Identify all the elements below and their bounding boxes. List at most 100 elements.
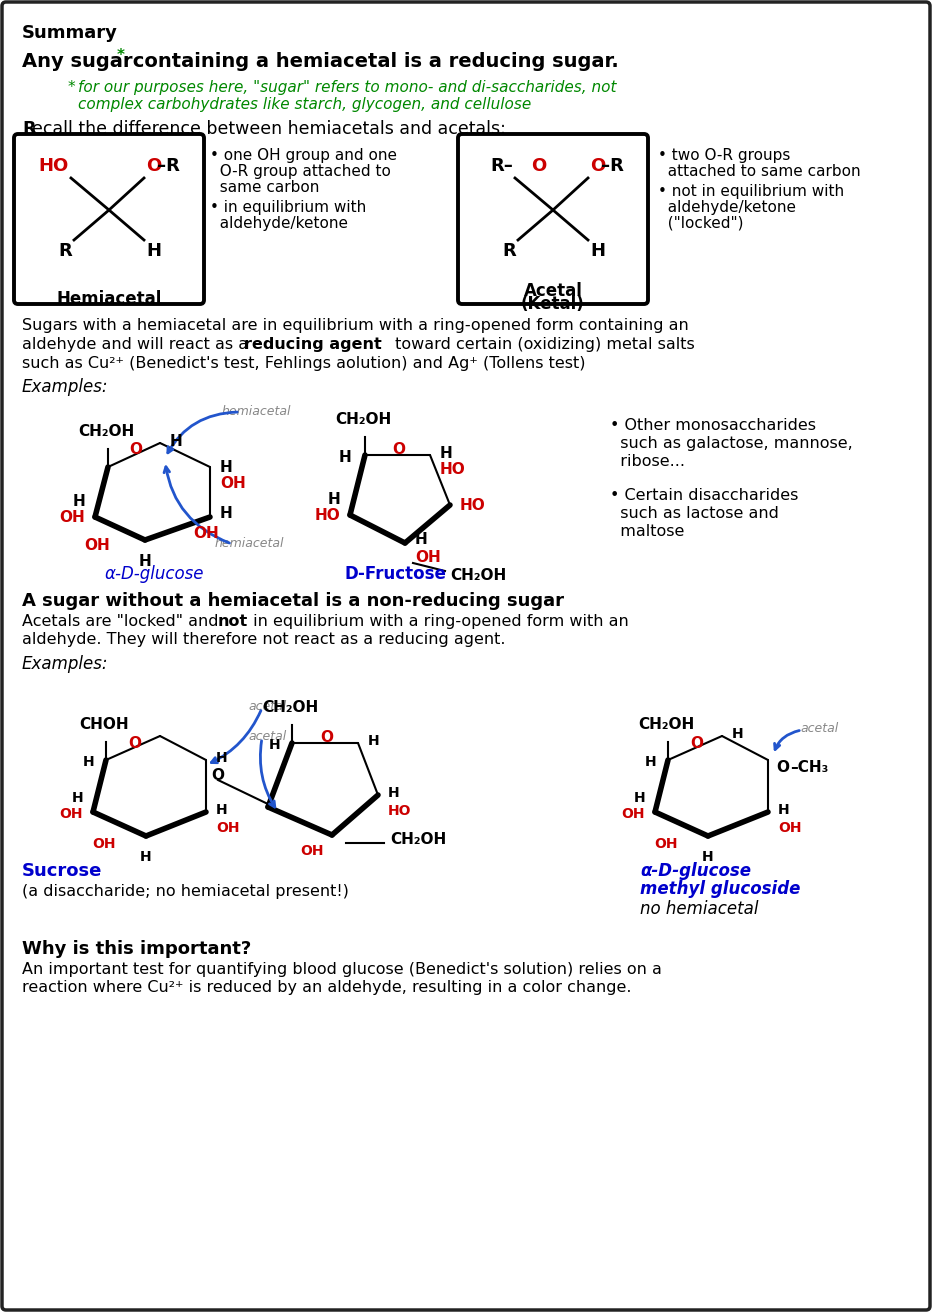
Text: H: H — [644, 754, 656, 769]
Text: for our purposes here, "sugar" refers to mono- and di-saccharides, not: for our purposes here, "sugar" refers to… — [78, 80, 616, 94]
Text: H: H — [732, 727, 744, 741]
Text: H: H — [82, 754, 94, 769]
Text: –CH₃: –CH₃ — [790, 761, 829, 775]
Text: no hemiacetal: no hemiacetal — [640, 900, 759, 918]
Text: CH₂OH: CH₂OH — [335, 412, 391, 426]
Text: Sucrose: Sucrose — [22, 862, 103, 880]
Text: OH: OH — [60, 509, 85, 525]
Text: (Ketal): (Ketal) — [521, 295, 585, 314]
Text: O-R group attached to: O-R group attached to — [210, 164, 391, 178]
Text: Hemiacetal: Hemiacetal — [56, 290, 161, 308]
Text: R–: R– — [490, 157, 513, 174]
Text: H: H — [268, 737, 280, 752]
Text: complex carbohydrates like starch, glycogen, and cellulose: complex carbohydrates like starch, glyco… — [78, 97, 531, 112]
Text: α-D-glucose: α-D-glucose — [105, 565, 204, 583]
Text: Acetals are "locked" and: Acetals are "locked" and — [22, 614, 224, 628]
Text: OH: OH — [84, 538, 110, 552]
FancyBboxPatch shape — [2, 3, 930, 1309]
Text: HO: HO — [388, 804, 412, 817]
Text: *: * — [68, 80, 75, 94]
Text: aldehyde/ketone: aldehyde/ketone — [210, 216, 348, 231]
Text: OH: OH — [300, 844, 324, 858]
Text: • in equilibrium with: • in equilibrium with — [210, 199, 366, 215]
Text: containing a hemiacetal is a reducing sugar.: containing a hemiacetal is a reducing su… — [126, 52, 619, 71]
Text: OH: OH — [92, 837, 116, 851]
Text: H: H — [778, 803, 789, 817]
Text: H: H — [216, 803, 227, 817]
Text: H: H — [590, 241, 605, 260]
Text: Why is this important?: Why is this important? — [22, 939, 252, 958]
Text: such as galactose, mannose,: such as galactose, mannose, — [610, 436, 853, 451]
Text: methyl glucoside: methyl glucoside — [640, 880, 801, 897]
Text: ecall the difference between hemiacetals and acetals:: ecall the difference between hemiacetals… — [32, 119, 506, 138]
FancyBboxPatch shape — [458, 134, 648, 304]
Text: reaction where Cu²⁺ is reduced by an aldehyde, resulting in a color change.: reaction where Cu²⁺ is reduced by an ald… — [22, 980, 632, 994]
Text: such as Cu²⁺ (Benedict's test, Fehlings aolution) and Ag⁺ (Tollens test): such as Cu²⁺ (Benedict's test, Fehlings … — [22, 356, 585, 371]
Text: aldehyde/ketone: aldehyde/ketone — [658, 199, 796, 215]
Text: O: O — [146, 157, 161, 174]
Text: CHOH: CHOH — [79, 716, 129, 732]
Text: An important test for quantifying blood glucose (Benedict's solution) relies on : An important test for quantifying blood … — [22, 962, 662, 977]
Text: CH₂OH: CH₂OH — [78, 424, 134, 440]
Text: H: H — [368, 733, 379, 748]
Text: attached to same carbon: attached to same carbon — [658, 164, 860, 178]
Text: OH: OH — [622, 807, 645, 821]
Text: D-Fructose: D-Fructose — [344, 565, 445, 583]
Text: H: H — [415, 531, 428, 547]
Text: H: H — [146, 241, 161, 260]
Text: • one OH group and one: • one OH group and one — [210, 148, 397, 163]
Text: O: O — [531, 157, 546, 174]
Text: such as lactose and: such as lactose and — [610, 506, 779, 521]
Text: Examples:: Examples: — [22, 655, 108, 673]
Text: toward certain (oxidizing) metal salts: toward certain (oxidizing) metal salts — [390, 337, 694, 352]
Text: ("locked"): ("locked") — [658, 216, 744, 231]
Text: Any sugar: Any sugar — [22, 52, 132, 71]
Text: OH: OH — [216, 821, 240, 834]
Text: H: H — [702, 850, 714, 865]
Text: CH₂OH: CH₂OH — [262, 701, 318, 715]
Text: –R: –R — [157, 157, 180, 174]
Text: H: H — [220, 505, 233, 521]
Text: acetal: acetal — [248, 701, 286, 712]
Text: CH₂OH: CH₂OH — [390, 833, 446, 848]
Text: H: H — [170, 433, 183, 449]
Text: acetal: acetal — [248, 729, 286, 743]
Text: Acetal: Acetal — [524, 282, 582, 300]
Text: H: H — [327, 492, 340, 506]
Text: H: H — [140, 850, 152, 865]
Text: HO: HO — [314, 508, 340, 522]
Text: Sugars with a hemiacetal are in equilibrium with a ring-opened form containing a: Sugars with a hemiacetal are in equilibr… — [22, 318, 689, 333]
Text: • Certain disaccharides: • Certain disaccharides — [610, 488, 799, 502]
Text: O: O — [776, 761, 789, 775]
Text: ribose...: ribose... — [610, 454, 685, 468]
Text: aldehyde. They will therefore not react as a reducing agent.: aldehyde. They will therefore not react … — [22, 632, 505, 647]
Text: OH: OH — [415, 550, 441, 564]
Text: acetal: acetal — [800, 722, 838, 735]
Text: HO: HO — [39, 157, 69, 174]
Text: O: O — [129, 736, 142, 750]
Text: OH: OH — [220, 475, 246, 491]
Text: • two O-R groups: • two O-R groups — [658, 148, 790, 163]
Text: O: O — [130, 442, 143, 458]
Text: H: H — [73, 493, 85, 509]
Text: CH₂OH: CH₂OH — [450, 568, 506, 583]
Text: HO: HO — [460, 497, 486, 513]
Text: OH: OH — [60, 807, 83, 821]
Text: same carbon: same carbon — [210, 180, 320, 195]
Text: • Other monosaccharides: • Other monosaccharides — [610, 419, 816, 433]
FancyBboxPatch shape — [14, 134, 204, 304]
Text: Summary: Summary — [22, 24, 117, 42]
Text: CH₂OH: CH₂OH — [637, 716, 694, 732]
Text: in equilibrium with a ring-opened form with an: in equilibrium with a ring-opened form w… — [248, 614, 629, 628]
Text: reducing agent: reducing agent — [244, 337, 382, 352]
Text: *: * — [117, 49, 125, 63]
Text: –R: –R — [601, 157, 624, 174]
Text: H: H — [338, 450, 351, 464]
Text: O: O — [321, 729, 334, 744]
Text: O: O — [691, 736, 704, 750]
Text: hemiacetal: hemiacetal — [215, 537, 284, 550]
Text: A sugar without a hemiacetal is a non-reducing sugar: A sugar without a hemiacetal is a non-re… — [22, 592, 564, 610]
Text: H: H — [72, 791, 83, 806]
Text: H: H — [388, 786, 400, 800]
Text: maltose: maltose — [610, 523, 684, 539]
